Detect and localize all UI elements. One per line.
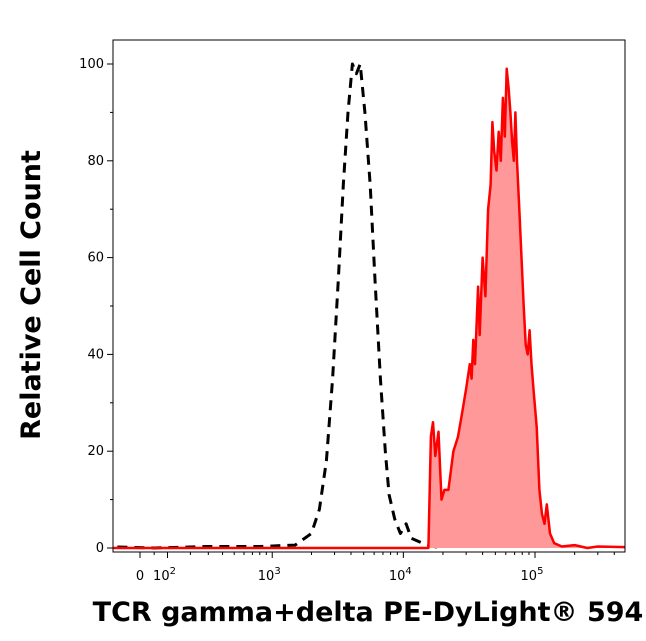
y-tick-label-80: 80 xyxy=(87,154,104,169)
plot-frame xyxy=(112,39,626,553)
x-tick-label-2: 103 xyxy=(258,566,281,584)
x-axis-ticks: 0102103104105106 xyxy=(136,552,615,584)
y-axis-title: Relative Cell Count xyxy=(16,150,47,440)
y-tick-label-40: 40 xyxy=(87,347,104,362)
series-1-line xyxy=(113,67,625,550)
y-tick-label-0: 0 xyxy=(96,541,104,556)
x-axis-title: TCR gamma+delta PE-DyLight® 594 xyxy=(93,597,644,628)
series-0-line xyxy=(113,62,444,550)
x-tick-label-3: 104 xyxy=(389,566,412,584)
x-tick-label-1: 102 xyxy=(153,566,176,584)
x-tick-label-4: 105 xyxy=(521,566,544,584)
y-tick-label-20: 20 xyxy=(87,444,104,459)
y-tick-label-100: 100 xyxy=(79,57,104,72)
series-1-area xyxy=(113,68,625,548)
y-axis-ticks: 0 20 40 60 80 100 xyxy=(79,57,113,556)
x-tick-label-0: 0 xyxy=(136,569,144,584)
y-tick-label-60: 60 xyxy=(87,251,104,266)
series-layer xyxy=(113,62,625,550)
